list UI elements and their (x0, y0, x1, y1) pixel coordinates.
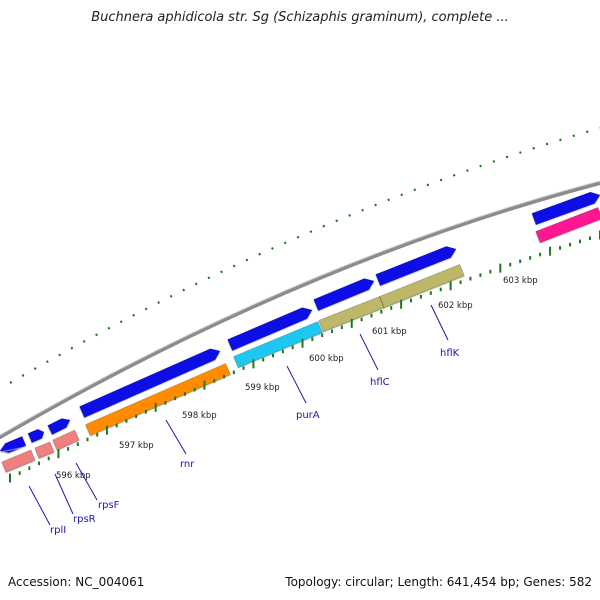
genome-summary-text: Topology: circular; Length: 641,454 bp; … (285, 575, 592, 589)
cds-arrow-1-highlight (0, 446, 27, 453)
gene-label-line-0 (28, 485, 51, 526)
cds-arrow-3 (47, 418, 71, 435)
cds-arrow-8 (531, 191, 600, 226)
cds-arrow-2-highlight (31, 439, 43, 445)
gene-label-rpsR: rpsR (73, 514, 96, 525)
gene-rplI-bar (1, 449, 36, 473)
cds-arrow-8-highlight (535, 204, 595, 227)
gene-label-line-3 (165, 419, 187, 455)
cds-arrow-7-highlight (379, 258, 452, 288)
gene-label-hflC: hflC (370, 377, 390, 388)
backbone-ring (0, 181, 600, 440)
cds-arrow-2 (27, 428, 45, 443)
cds-arrow-6 (313, 278, 375, 311)
outer-dotted-ring (9, 126, 600, 384)
cds-arrow-1 (0, 435, 27, 453)
gene-label-line-4 (286, 365, 307, 404)
cds-arrow-5-highlight (232, 319, 308, 353)
gene-rpsR-bar-highlight (38, 452, 55, 460)
gene-pink-bar-highlight (539, 219, 600, 245)
gene-rpsF-bar (52, 429, 80, 451)
tick-label: 598 kbp (182, 411, 217, 421)
tick-label: 602 kbp (438, 301, 473, 311)
gene-rplI-bar-highlight (5, 460, 36, 474)
gene-rnr-bar-highlight (90, 375, 231, 438)
gene-label-line-1 (54, 473, 74, 515)
gene-label-line-6 (430, 304, 449, 341)
cds-arrow-3-highlight (51, 428, 67, 437)
tick-label: 600 kbp (309, 354, 344, 364)
cds-arrow-4-highlight (84, 360, 216, 420)
gene-rpsF-bar-highlight (57, 440, 80, 452)
gene-label-hflK: hflK (440, 348, 460, 359)
gene-rnr-bar (85, 363, 231, 436)
tick-label: 596 kbp (56, 471, 91, 481)
gene-rpsR-bar (34, 441, 55, 459)
gene-purA-bar (233, 321, 323, 368)
backbone-highlight (0, 180, 600, 436)
gene-label-line-2 (75, 462, 98, 501)
map-title: Buchnera aphidicola str. Sg (Schizaphis … (91, 10, 509, 25)
gene-label-rnr: rnr (180, 459, 195, 470)
cds-arrow-4 (79, 348, 221, 418)
gene-label-purA: purA (296, 410, 320, 421)
gene-purA-bar-highlight (238, 333, 323, 370)
gene-pink-bar (535, 207, 600, 243)
tick-label: 601 kbp (372, 327, 407, 337)
tick-label: 603 kbp (503, 276, 538, 286)
gene-hflK-bar (379, 264, 465, 308)
gene-hflC-bar-highlight (322, 308, 385, 334)
tick-label: 597 kbp (119, 441, 154, 451)
gene-label-rpsF: rpsF (98, 500, 120, 511)
cds-arrow-5 (227, 307, 313, 351)
cds-arrow-7 (375, 246, 457, 286)
gene-label-rplI: rplI (50, 525, 66, 536)
tick-label: 599 kbp (245, 383, 280, 393)
accession-text: Accession: NC_004061 (8, 575, 145, 589)
gene-label-line-5 (359, 333, 379, 371)
cds-arrow-6-highlight (318, 290, 370, 313)
